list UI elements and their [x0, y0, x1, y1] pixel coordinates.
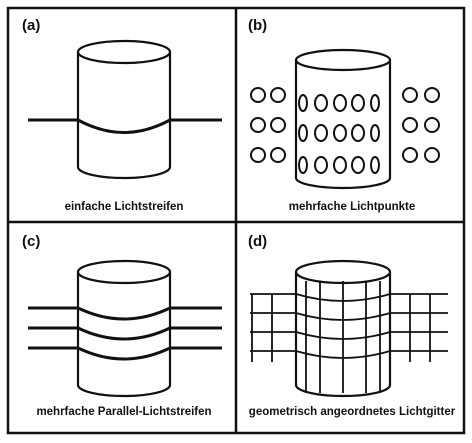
- light-stripe-a: [28, 118, 222, 134]
- light-point-left-0-0: [250, 87, 266, 103]
- light-point-on-cylinder-2-3: [351, 156, 365, 174]
- caption-b: mehrfache Lichtpunkte: [289, 201, 416, 213]
- panel-b: (b) mehrfache Lichtpunkte: [248, 17, 440, 213]
- light-point-right-2-0: [402, 147, 418, 163]
- light-point-left-1-0: [250, 117, 266, 133]
- light-point-right-1-0: [402, 117, 418, 133]
- light-point-on-cylinder-0-1: [314, 94, 328, 112]
- light-point-on-cylinder-1-1: [314, 124, 328, 142]
- panel-a: (a) einfache Lichtstreifen: [22, 17, 222, 213]
- caption-c: mehrfache Parallel-Lichtstreifen: [36, 406, 211, 418]
- panel-b-label: (b): [248, 17, 267, 34]
- panel-d: (d) geometrisch angeordnetes Lichtgitter: [248, 233, 456, 418]
- light-point-right-0-0: [402, 87, 418, 103]
- light-point-on-cylinder-2-2: [333, 156, 347, 174]
- panel-d-label: (d): [248, 233, 267, 250]
- light-point-on-cylinder-0-3: [351, 94, 365, 112]
- light-point-left-1-1: [270, 117, 286, 133]
- light-points-b: [250, 87, 440, 174]
- light-point-on-cylinder-2-4: [370, 156, 380, 174]
- light-point-left-2-0: [250, 147, 266, 163]
- panel-c-label: (c): [22, 233, 40, 250]
- light-stripe-c-2: [28, 326, 222, 341]
- light-point-on-cylinder-2-0: [298, 156, 308, 174]
- light-point-on-cylinder-1-2: [333, 124, 347, 142]
- light-point-on-cylinder-1-4: [370, 124, 380, 142]
- light-point-right-0-1: [424, 87, 440, 103]
- light-stripe-c-3: [28, 346, 222, 361]
- light-point-on-cylinder-0-0: [298, 94, 308, 112]
- light-point-on-cylinder-1-0: [298, 124, 308, 142]
- cylinder-b: [294, 48, 392, 190]
- panel-c: (c) mehrfache Parallel-Lichtstreifen: [22, 233, 222, 418]
- light-point-left-0-1: [270, 87, 286, 103]
- light-grid-d: [250, 281, 448, 393]
- cylinder-a: [76, 39, 172, 180]
- cylinder-c: [76, 259, 172, 398]
- light-point-on-cylinder-1-3: [351, 124, 365, 142]
- caption-d: geometrisch angeordnetes Lichtgitter: [249, 406, 456, 418]
- light-point-right-1-1: [424, 117, 440, 133]
- caption-a: einfache Lichtstreifen: [65, 201, 184, 213]
- panel-a-label: (a): [22, 17, 40, 34]
- light-stripe-c-1: [28, 306, 222, 321]
- light-point-on-cylinder-0-2: [333, 94, 347, 112]
- light-point-right-2-1: [424, 147, 440, 163]
- light-point-on-cylinder-2-1: [314, 156, 328, 174]
- light-point-on-cylinder-0-4: [370, 94, 380, 112]
- light-point-left-2-1: [270, 147, 286, 163]
